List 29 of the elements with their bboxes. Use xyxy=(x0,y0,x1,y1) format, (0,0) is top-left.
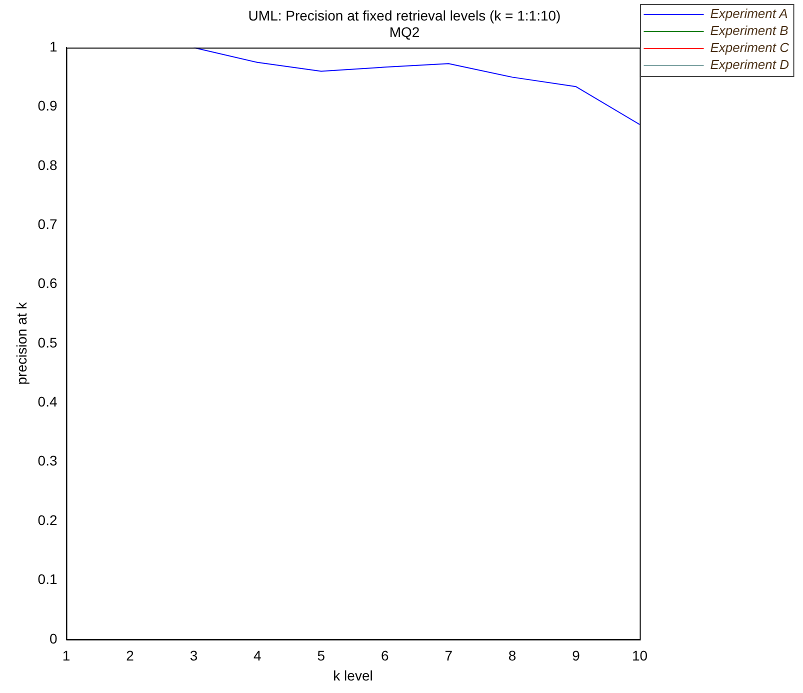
legend-label: Experiment B xyxy=(710,23,789,38)
y-axis-title: precision at k xyxy=(13,301,30,385)
x-tick-label: 6 xyxy=(380,648,389,664)
legend-label: Experiment A xyxy=(710,6,788,22)
x-tick-label: 5 xyxy=(317,648,326,664)
y-tick-label: 1 xyxy=(49,38,58,54)
chart-title: UML: Precision at fixed retrieval levels (k = 1:1:10) xyxy=(248,7,561,24)
legend-label: Experiment D xyxy=(710,57,789,72)
y-tick-label: 0.8 xyxy=(38,156,58,173)
x-tick-label: 4 xyxy=(254,648,262,664)
chart-subtitle: MQ2 xyxy=(389,24,420,40)
y-tick-label: 0 xyxy=(49,630,58,646)
x-tick-label: 10 xyxy=(632,648,648,664)
y-tick-label: 0.7 xyxy=(38,216,58,232)
x-tick-label: 2 xyxy=(126,648,134,664)
x-tick-label: 7 xyxy=(444,648,453,664)
y-tick-label: 0.1 xyxy=(38,571,58,588)
x-axis-title: k level xyxy=(333,667,373,684)
y-tick-label: 0.4 xyxy=(38,394,58,410)
x-tick-label: 1 xyxy=(62,648,70,664)
y-tick-label: 0.6 xyxy=(38,275,58,292)
y-tick-label: 0.3 xyxy=(38,452,58,469)
y-tick-label: 0.9 xyxy=(38,98,58,114)
legend-label: Experiment C xyxy=(710,40,790,56)
x-tick-label: 8 xyxy=(508,648,516,664)
y-tick-label: 0.2 xyxy=(38,512,58,528)
x-tick-label: 3 xyxy=(190,648,198,664)
x-tick-label: 9 xyxy=(572,648,580,664)
y-tick-label: 0.5 xyxy=(38,334,58,350)
